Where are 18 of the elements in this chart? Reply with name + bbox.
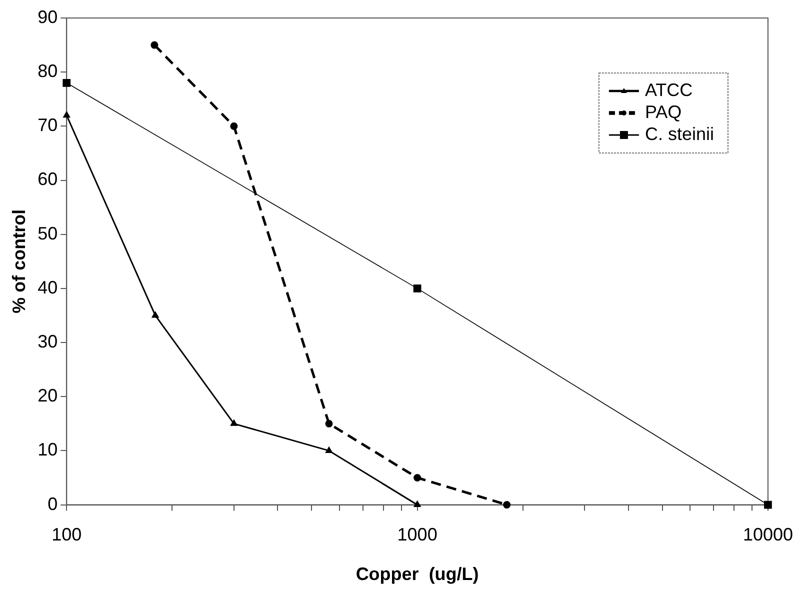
legend-label: ATCC [644, 80, 693, 100]
y-tick-label: 20 [38, 386, 58, 406]
y-tick-label: 50 [38, 223, 58, 244]
y-tick-label: 0 [48, 494, 58, 514]
y-tick-label: 30 [38, 332, 58, 352]
x-tick-label: 100 [52, 524, 82, 545]
y-tick-label: 40 [38, 277, 58, 298]
x-tick-label: 10000 [742, 524, 794, 545]
y-tick-label: 70 [38, 115, 58, 136]
y-tick-label: 60 [38, 169, 58, 190]
y-tick-label: 90 [38, 6, 58, 27]
y-axis-title: % of control [8, 209, 29, 314]
x-tick-label: 1000 [397, 524, 438, 545]
legend-label: C. steinii [644, 124, 714, 144]
y-tick-label: 10 [38, 440, 58, 460]
x-axis-title: Copper (ug/L) [356, 564, 479, 584]
legend-label: PAQ [644, 102, 682, 122]
y-tick-label: 80 [38, 61, 58, 82]
